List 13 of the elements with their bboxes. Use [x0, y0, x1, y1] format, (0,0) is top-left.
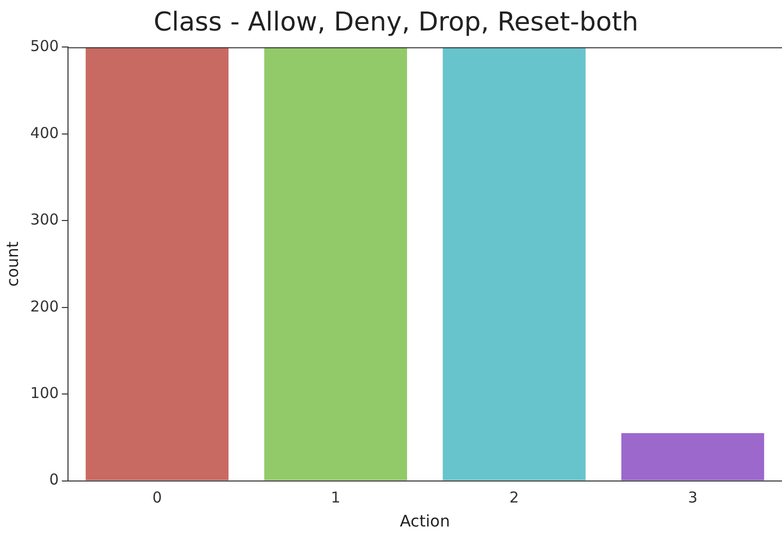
x-axis-title: Action [400, 512, 450, 531]
y-tick-label: 400 [30, 124, 59, 142]
y-tick-label: 100 [30, 384, 59, 402]
y-tick-label: 500 [30, 37, 59, 56]
y-tick-label: 200 [30, 297, 59, 316]
x-tick-label: 0 [152, 488, 162, 507]
y-tick-label: 300 [30, 210, 59, 229]
y-axis-title: count [2, 241, 22, 287]
chart-title: Class - Allow, Deny, Drop, Reset-both [154, 7, 638, 38]
y-tick-label: 0 [49, 470, 59, 489]
x-tick-label: 3 [688, 488, 698, 507]
x-tick-label: 2 [509, 488, 519, 507]
x-tick-label: 1 [330, 488, 340, 507]
